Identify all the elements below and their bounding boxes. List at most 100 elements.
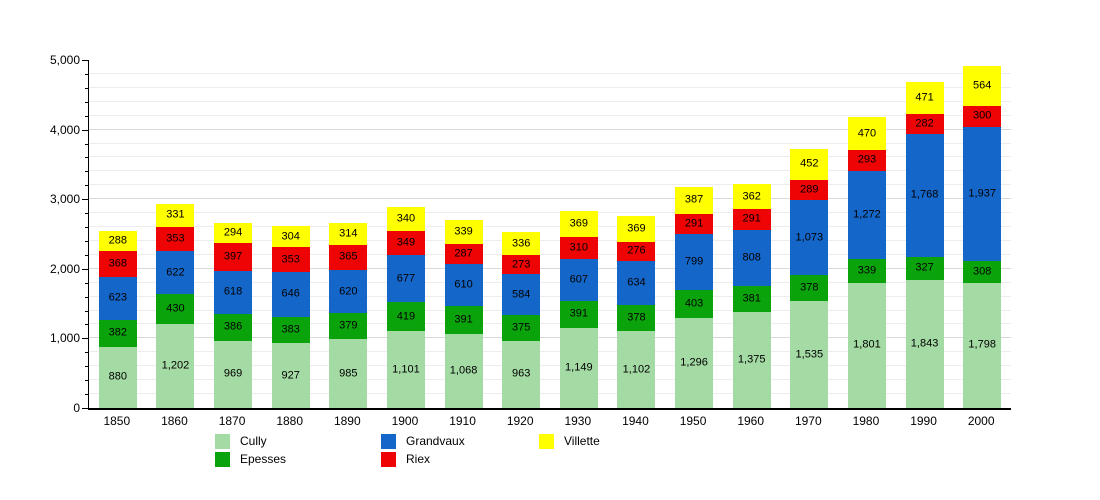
segment-value-riex-1910: 287 (450, 245, 477, 263)
y-tick-3400 (85, 171, 88, 173)
segment-value-riex-1990: 282 (911, 115, 938, 133)
segment-cully-1940: 1,102 (617, 331, 656, 408)
legend-label-epesses: Epesses (240, 452, 287, 466)
gridline-3200 (89, 184, 1011, 186)
segment-value-cully-1860: 1,202 (157, 357, 194, 375)
gridline-1400 (89, 309, 1011, 311)
segment-value-epesses-1990: 327 (911, 259, 938, 277)
legend-swatch-grandvaux (381, 433, 396, 449)
segment-riex-1850: 368 (98, 251, 137, 277)
legend-item-cully: Cully (215, 432, 267, 450)
segment-cully-1950: 1,296 (675, 317, 714, 408)
segment-value-riex-1930: 310 (565, 239, 592, 257)
segment-cully-1860: 1,202 (156, 324, 195, 408)
segment-riex-1870: 397 (214, 243, 253, 271)
bar-1990: 1,843 327 1,768 282 471 (905, 60, 944, 408)
y-tick-1000 (82, 338, 88, 340)
segment-value-villette-1860: 331 (162, 206, 189, 224)
gridline-200 (89, 393, 1011, 395)
bar-2000: 1,798 308 1,937 300 564 (963, 60, 1002, 408)
segment-riex-1970: 289 (790, 180, 829, 201)
y-tick-2800 (85, 213, 88, 215)
segment-value-epesses-2000: 308 (969, 263, 996, 281)
segment-value-villette-1970: 452 (796, 155, 823, 173)
y-axis-label-4000: 4,000 (49, 122, 80, 137)
bar-1850: 880 382 623 368 288 (98, 60, 137, 408)
segment-cully-1910: 1,068 (444, 333, 483, 408)
segment-riex-1910: 287 (444, 244, 483, 264)
segment-value-grandvaux-1920: 584 (508, 286, 535, 304)
x-axis-label-1970: 1970 (794, 414, 822, 428)
segment-villette-1990: 471 (905, 81, 944, 115)
segment-value-epesses-1940: 378 (623, 309, 650, 327)
legend-label-villette: Villette (564, 434, 600, 448)
segment-value-villette-1900: 340 (392, 210, 420, 228)
segment-villette-1900: 340 (386, 207, 425, 231)
gridline-4000 (89, 128, 1011, 130)
segment-villette-2000: 564 (963, 66, 1002, 106)
gridline-2200 (89, 253, 1011, 255)
segment-epesses-1850: 382 (98, 320, 137, 347)
segment-villette-1910: 339 (444, 220, 483, 245)
segment-value-grandvaux-1990: 1,768 (906, 186, 943, 204)
gridline-3000 (89, 198, 1011, 200)
segment-epesses-1860: 430 (156, 294, 195, 325)
segment-value-grandvaux-1860: 622 (162, 264, 189, 282)
segment-cully-1850: 880 (98, 346, 137, 408)
x-axis-label-1870: 1870 (218, 414, 246, 428)
segment-value-villette-1960: 362 (738, 188, 765, 206)
gridline-3800 (89, 142, 1011, 144)
gridline-4200 (89, 114, 1011, 116)
segment-value-epesses-1930: 391 (565, 305, 592, 323)
segment-cully-1990: 1,843 (905, 279, 944, 408)
legend-label-cully: Cully (240, 434, 267, 448)
legend-swatch-villette (539, 433, 554, 449)
y-tick-2600 (85, 227, 88, 229)
segment-cully-1870: 969 (214, 340, 253, 408)
gridline-1000 (89, 337, 1011, 339)
segment-value-epesses-1850: 382 (104, 324, 131, 342)
segment-grandvaux-1980: 1,272 (847, 170, 886, 260)
y-axis-label-0: 0 (73, 401, 80, 415)
segment-value-riex-1890: 365 (335, 248, 362, 266)
segment-value-cully-2000: 1,798 (964, 336, 1000, 354)
x-axis-label-1930: 1930 (564, 414, 592, 428)
segment-value-riex-1980: 293 (853, 151, 881, 169)
bar-1960: 1,375 381 808 291 362 (732, 60, 771, 408)
segment-cully-1960: 1,375 (732, 312, 771, 408)
gridline-4800 (89, 72, 1011, 74)
segment-value-villette-1930: 369 (565, 215, 592, 233)
segment-epesses-1940: 378 (617, 305, 656, 332)
segment-value-cully-1970: 1,535 (791, 346, 828, 364)
plot-area: 880 382 623 368 288 1,202 430 622 353 331 969 386 61… (88, 60, 1011, 410)
segment-epesses-1870: 386 (214, 313, 253, 341)
segment-value-riex-1950: 291 (680, 215, 708, 233)
segment-value-epesses-1870: 386 (219, 318, 247, 336)
segment-value-riex-1940: 276 (623, 242, 650, 260)
gridline-2800 (89, 212, 1011, 214)
bar-1880: 927 383 646 353 304 (271, 60, 310, 408)
y-tick-3000 (82, 199, 88, 201)
y-tick-1600 (85, 296, 88, 298)
segment-cully-1970: 1,535 (790, 301, 829, 408)
bar-1980: 1,801 339 1,272 293 470 (847, 60, 886, 408)
x-axis-label-1860: 1860 (161, 414, 188, 428)
segment-value-riex-1900: 349 (392, 234, 420, 252)
y-tick-2400 (85, 240, 88, 242)
y-tick-3800 (85, 143, 88, 145)
segment-value-cully-1870: 969 (219, 365, 247, 383)
segment-epesses-1930: 391 (559, 300, 598, 329)
segment-epesses-1880: 383 (271, 316, 310, 344)
segment-value-villette-1940: 369 (623, 220, 650, 238)
segment-value-grandvaux-1870: 618 (219, 283, 247, 301)
x-axis-label-1850: 1850 (103, 414, 131, 428)
segment-riex-1950: 291 (675, 213, 714, 235)
segment-value-epesses-1980: 339 (853, 262, 881, 280)
segment-epesses-1980: 339 (847, 259, 886, 283)
x-axis-label-1960: 1960 (737, 414, 765, 428)
y-tick-1200 (85, 324, 88, 326)
gridline-2400 (89, 239, 1011, 241)
segment-epesses-1950: 403 (675, 289, 714, 318)
segment-cully-1890: 985 (329, 339, 368, 408)
segment-value-villette-1950: 387 (680, 191, 708, 209)
